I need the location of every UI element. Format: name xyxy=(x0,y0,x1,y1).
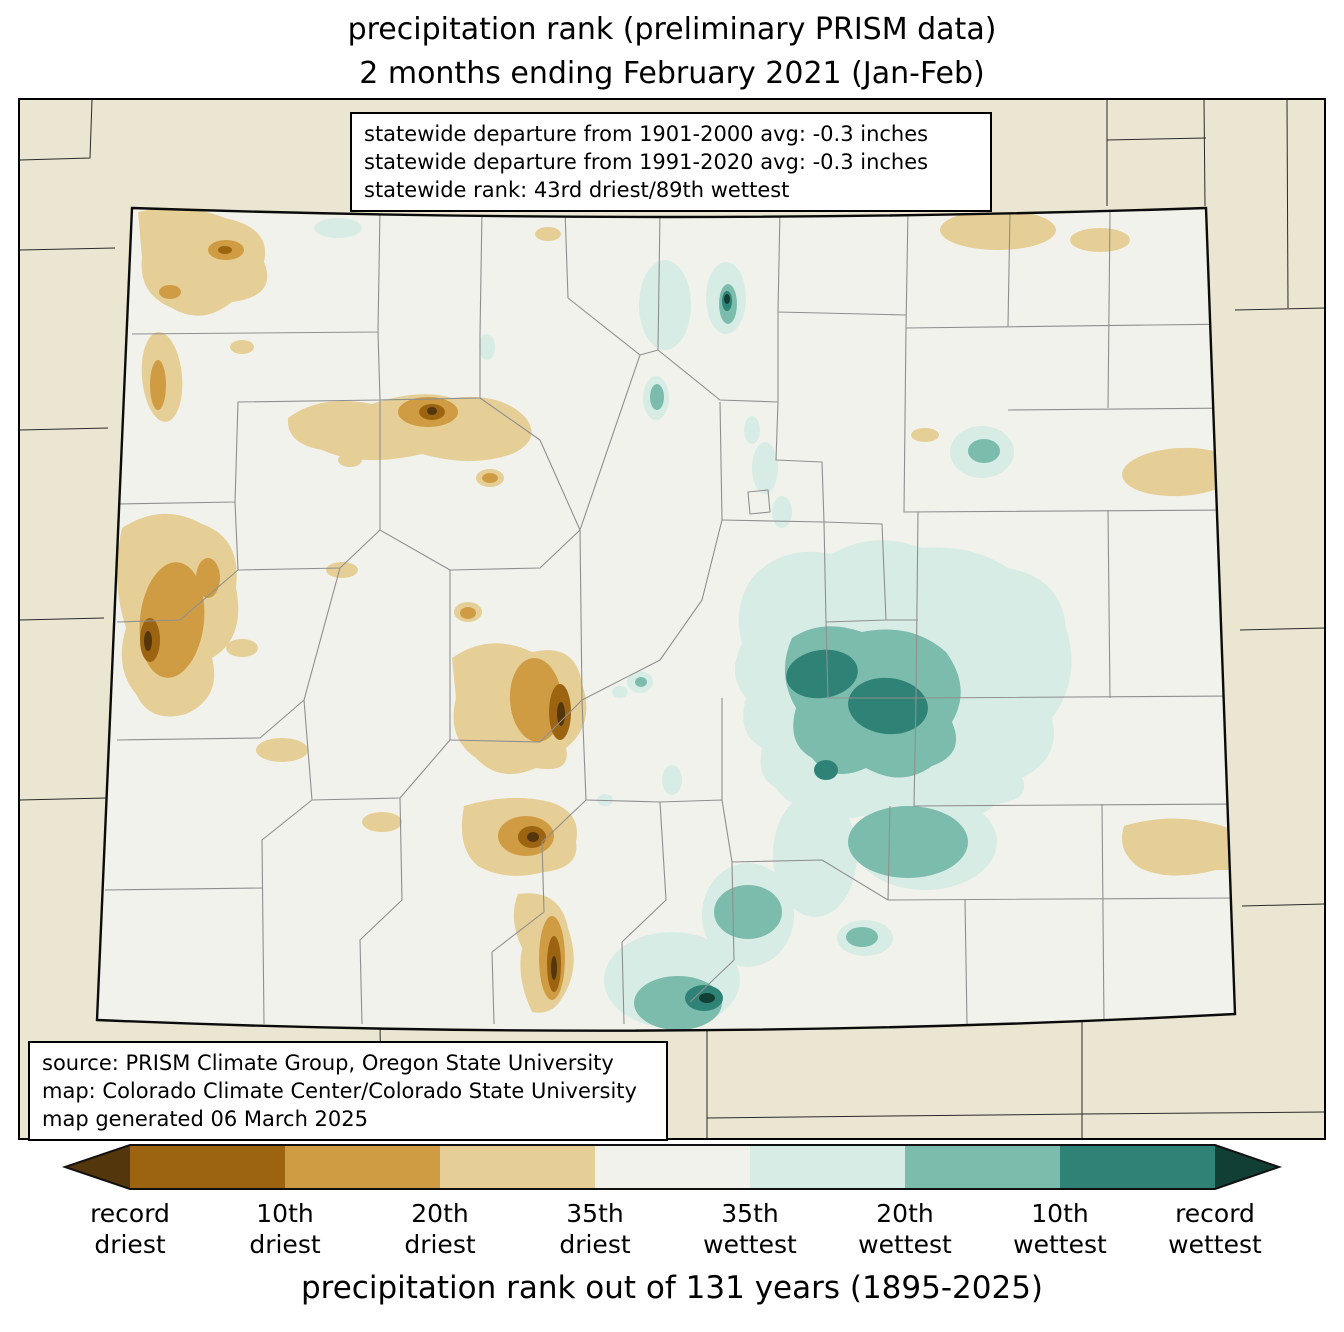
figure-title: precipitation rank (preliminary PRISM da… xyxy=(0,8,1344,96)
colorbar-segment-10th-wettest xyxy=(1060,1145,1215,1189)
colorbar-segment-35th-driest xyxy=(440,1145,595,1189)
colorbar-label-20th-driest: 20th driest xyxy=(404,1199,476,1259)
colorbar-label-record-wettest: record wettest xyxy=(1168,1199,1262,1259)
stats-line-1: statewide departure from 1901-2000 avg: … xyxy=(364,122,929,146)
colorbar-segment-10th-driest xyxy=(130,1145,285,1189)
stats-line-3: statewide rank: 43rd driest/89th wettest xyxy=(364,178,790,202)
colorbar-segment-middle xyxy=(595,1145,750,1189)
stats-box: statewide departure from 1901-2000 avg: … xyxy=(350,112,992,212)
county-lines xyxy=(104,208,1235,1025)
colorbar-label-record-driest: record driest xyxy=(90,1199,170,1259)
colorbar-arrow-record-driest xyxy=(65,1145,130,1189)
colorbar xyxy=(0,1143,1344,1191)
source-box: source: PRISM Climate Group, Oregon Stat… xyxy=(28,1041,668,1141)
colorbar-label-35th-driest: 35th driest xyxy=(559,1199,631,1259)
colorbar-outline xyxy=(61,1144,1283,1190)
colorbar-label-35th-wettest: 35th wettest xyxy=(703,1199,797,1259)
colorbar-segment-20th-driest xyxy=(285,1145,440,1189)
state-border xyxy=(95,206,1237,1032)
colorbar-arrow-record-wettest xyxy=(1215,1145,1279,1189)
colorbar-segment-20th-wettest xyxy=(905,1145,1060,1189)
colorbar-labels: record driest 10th driest 20th driest 35th d… xyxy=(0,1198,1344,1268)
source-line-3: map generated 06 March 2025 xyxy=(42,1107,369,1131)
colorbar-svg xyxy=(61,1144,1283,1190)
colorbar-label-10th-wettest: 10th wettest xyxy=(1013,1199,1107,1259)
colorbar-label-10th-driest: 10th driest xyxy=(249,1199,321,1259)
map-panel: statewide departure from 1901-2000 avg: … xyxy=(18,98,1326,1141)
title-line-2: 2 months ending February 2021 (Jan-Feb) xyxy=(359,56,985,91)
colorbar-segment-35th-wettest xyxy=(750,1145,905,1189)
outside-county-lines xyxy=(20,100,1324,1138)
colorbar-caption: precipitation rank out of 131 years (189… xyxy=(300,1270,1044,1306)
colorbar-label-20th-wettest: 20th wettest xyxy=(858,1199,952,1259)
stats-line-2: statewide departure from 1991-2020 avg: … xyxy=(364,150,929,174)
colorado-map-svg xyxy=(20,100,1324,1138)
source-line-2: map: Colorado Climate Center/Colorado St… xyxy=(42,1079,637,1103)
title-line-1: precipitation rank (preliminary PRISM da… xyxy=(347,12,997,47)
source-line-1: source: PRISM Climate Group, Oregon Stat… xyxy=(42,1051,614,1075)
